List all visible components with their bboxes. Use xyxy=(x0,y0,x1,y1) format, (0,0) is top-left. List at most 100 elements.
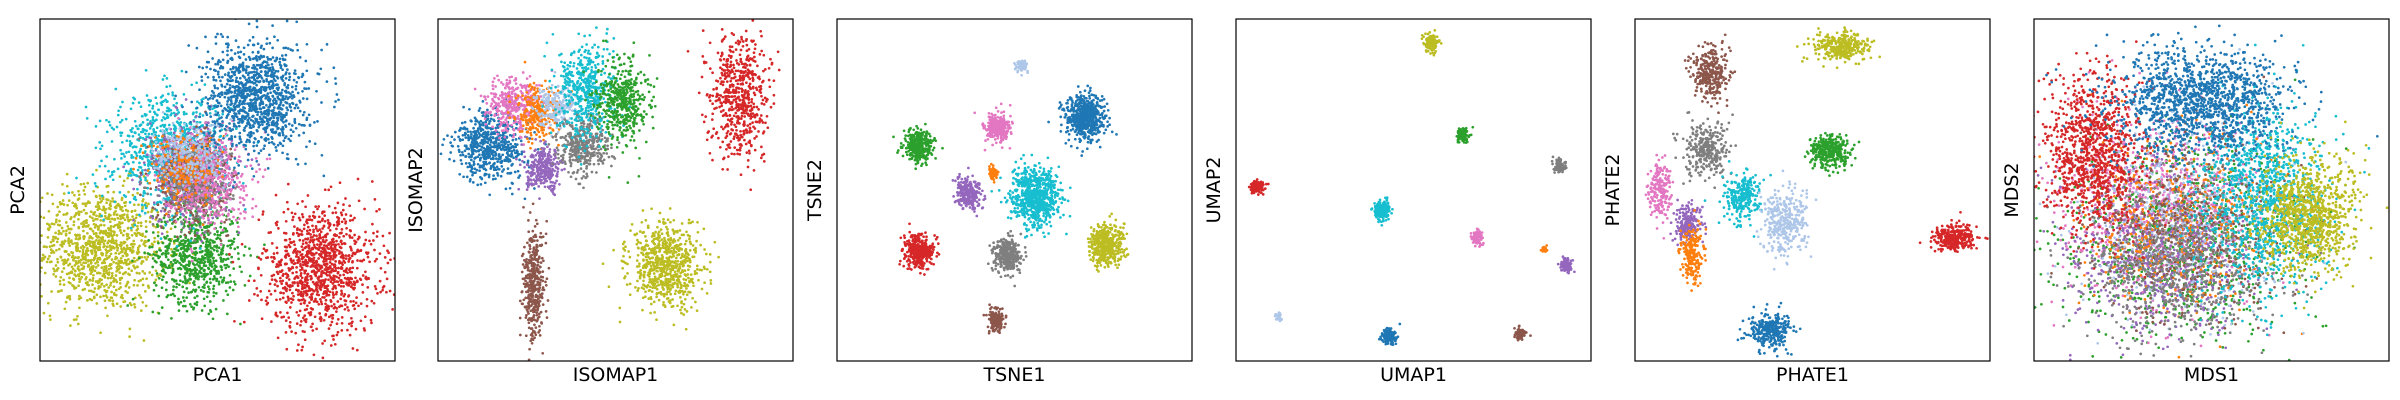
point xyxy=(363,329,366,332)
point xyxy=(150,157,153,161)
point xyxy=(113,218,116,222)
cluster-olive xyxy=(30,141,198,342)
point xyxy=(96,281,100,285)
point xyxy=(341,256,345,260)
point xyxy=(57,229,61,233)
point xyxy=(146,123,149,127)
point xyxy=(104,248,108,251)
point xyxy=(316,290,319,294)
point xyxy=(301,260,305,264)
point xyxy=(93,226,97,229)
point xyxy=(120,157,123,160)
point xyxy=(348,333,352,337)
point xyxy=(187,220,191,224)
point xyxy=(294,288,298,292)
point xyxy=(270,320,273,323)
point xyxy=(74,202,77,206)
point xyxy=(348,270,352,274)
point xyxy=(162,275,165,279)
point xyxy=(55,218,58,222)
point xyxy=(98,243,102,246)
point xyxy=(136,258,139,262)
point xyxy=(78,260,82,264)
point xyxy=(121,272,125,276)
point xyxy=(301,215,305,219)
point xyxy=(146,186,150,190)
point xyxy=(30,260,33,263)
point xyxy=(178,261,181,265)
point xyxy=(216,230,219,234)
point xyxy=(42,311,46,315)
point xyxy=(127,272,130,276)
point xyxy=(311,280,315,284)
point xyxy=(100,144,104,148)
point xyxy=(144,235,147,239)
point xyxy=(180,228,183,232)
point xyxy=(279,291,282,295)
point xyxy=(305,292,309,296)
point xyxy=(307,244,311,248)
point xyxy=(104,229,108,233)
point xyxy=(213,189,216,192)
point xyxy=(177,309,181,312)
point xyxy=(184,239,188,243)
point xyxy=(340,321,344,325)
point xyxy=(218,233,222,237)
point xyxy=(67,241,71,245)
point xyxy=(77,193,81,197)
point xyxy=(323,296,326,299)
point xyxy=(303,270,307,273)
point xyxy=(323,268,327,271)
point xyxy=(296,284,300,288)
point xyxy=(145,94,149,97)
point xyxy=(84,251,88,254)
point xyxy=(355,348,359,352)
point xyxy=(284,232,288,235)
point xyxy=(208,198,211,201)
point xyxy=(194,288,198,292)
point xyxy=(77,226,81,230)
point xyxy=(76,243,79,247)
point xyxy=(190,224,194,228)
point xyxy=(335,275,338,279)
point xyxy=(326,232,329,236)
point xyxy=(67,227,71,231)
point xyxy=(104,211,107,215)
point xyxy=(111,299,115,303)
point xyxy=(207,233,210,237)
point xyxy=(152,130,156,134)
point xyxy=(293,225,296,228)
point xyxy=(115,302,119,306)
point xyxy=(230,255,234,259)
point xyxy=(373,248,376,252)
point xyxy=(155,216,158,219)
point xyxy=(47,209,51,213)
point xyxy=(331,282,335,285)
point xyxy=(259,290,263,293)
point xyxy=(83,202,87,206)
point xyxy=(81,257,85,261)
point xyxy=(113,200,117,204)
point xyxy=(347,294,351,297)
point xyxy=(94,146,98,150)
point xyxy=(48,225,52,228)
point xyxy=(46,192,49,195)
point xyxy=(97,239,101,242)
point xyxy=(261,210,265,213)
point xyxy=(146,192,150,196)
point xyxy=(162,125,166,129)
point xyxy=(43,271,47,275)
point xyxy=(207,121,210,125)
point xyxy=(70,270,73,274)
point xyxy=(71,267,75,271)
point xyxy=(157,276,161,280)
point xyxy=(253,292,256,296)
point xyxy=(91,229,95,233)
point xyxy=(214,259,218,263)
point xyxy=(209,203,213,207)
point xyxy=(166,266,170,270)
point xyxy=(45,245,48,249)
point xyxy=(52,222,56,226)
point xyxy=(73,273,76,276)
point xyxy=(314,205,318,208)
